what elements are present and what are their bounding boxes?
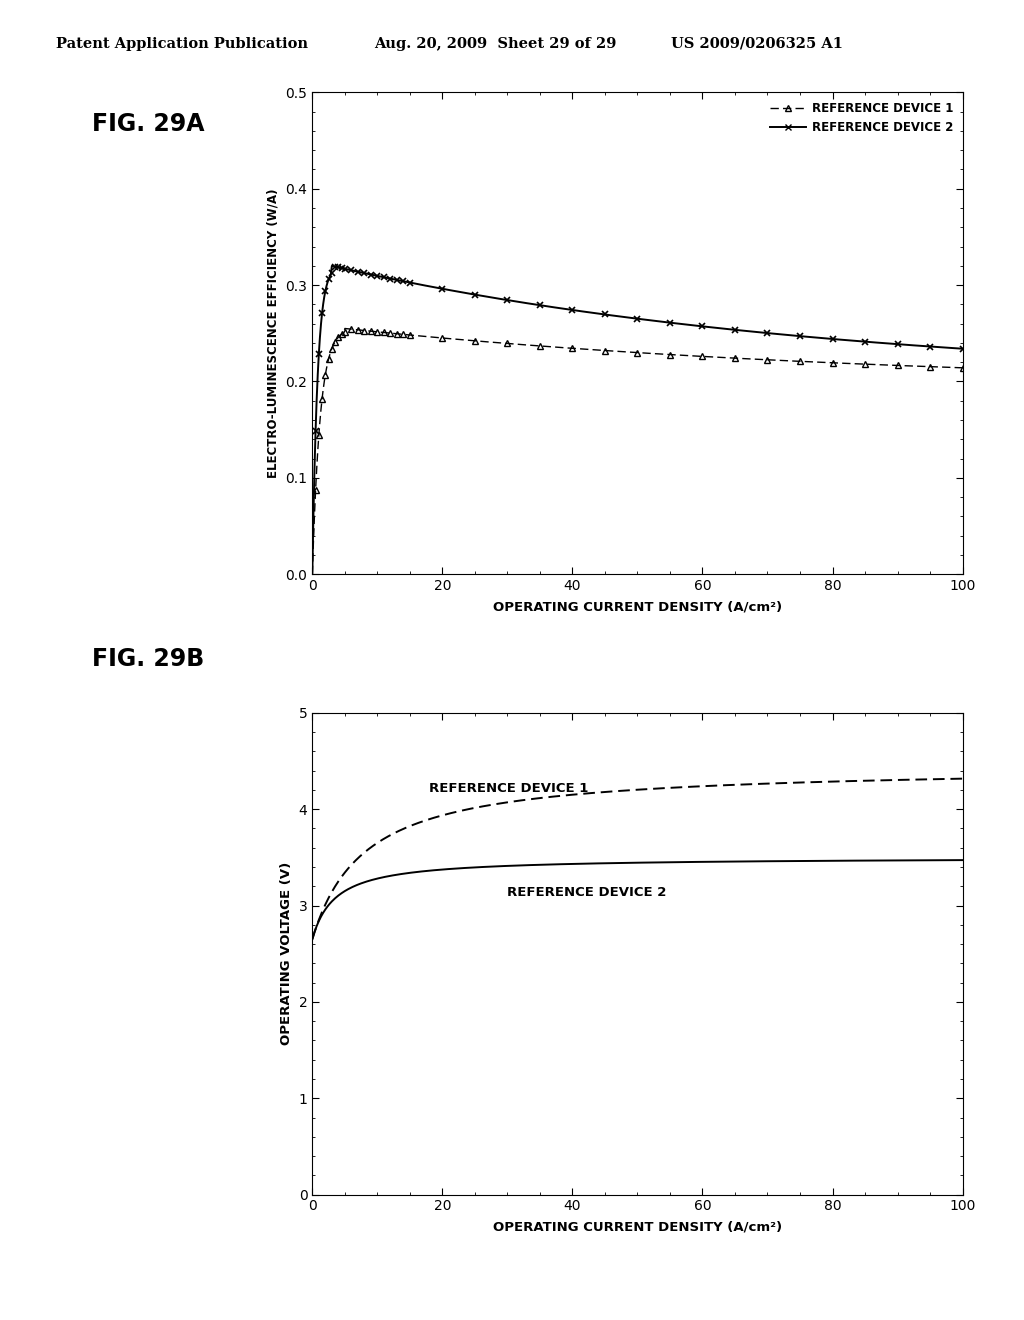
Text: REFERENCE DEVICE 1: REFERENCE DEVICE 1 bbox=[429, 781, 589, 795]
Y-axis label: OPERATING VOLTAGE (V): OPERATING VOLTAGE (V) bbox=[280, 862, 293, 1045]
Legend: REFERENCE DEVICE 1, REFERENCE DEVICE 2: REFERENCE DEVICE 1, REFERENCE DEVICE 2 bbox=[767, 98, 956, 137]
Y-axis label: ELECTRO-LUMINESCENCE EFFICIENCY (W/A): ELECTRO-LUMINESCENCE EFFICIENCY (W/A) bbox=[267, 189, 280, 478]
Text: Patent Application Publication: Patent Application Publication bbox=[56, 37, 308, 51]
Text: US 2009/0206325 A1: US 2009/0206325 A1 bbox=[671, 37, 843, 51]
X-axis label: OPERATING CURRENT DENSITY (A/cm²): OPERATING CURRENT DENSITY (A/cm²) bbox=[493, 601, 782, 612]
Text: FIG. 29B: FIG. 29B bbox=[92, 647, 205, 671]
Text: REFERENCE DEVICE 2: REFERENCE DEVICE 2 bbox=[508, 886, 667, 899]
X-axis label: OPERATING CURRENT DENSITY (A/cm²): OPERATING CURRENT DENSITY (A/cm²) bbox=[493, 1221, 782, 1233]
Text: FIG. 29A: FIG. 29A bbox=[92, 112, 205, 136]
Text: Aug. 20, 2009  Sheet 29 of 29: Aug. 20, 2009 Sheet 29 of 29 bbox=[374, 37, 616, 51]
